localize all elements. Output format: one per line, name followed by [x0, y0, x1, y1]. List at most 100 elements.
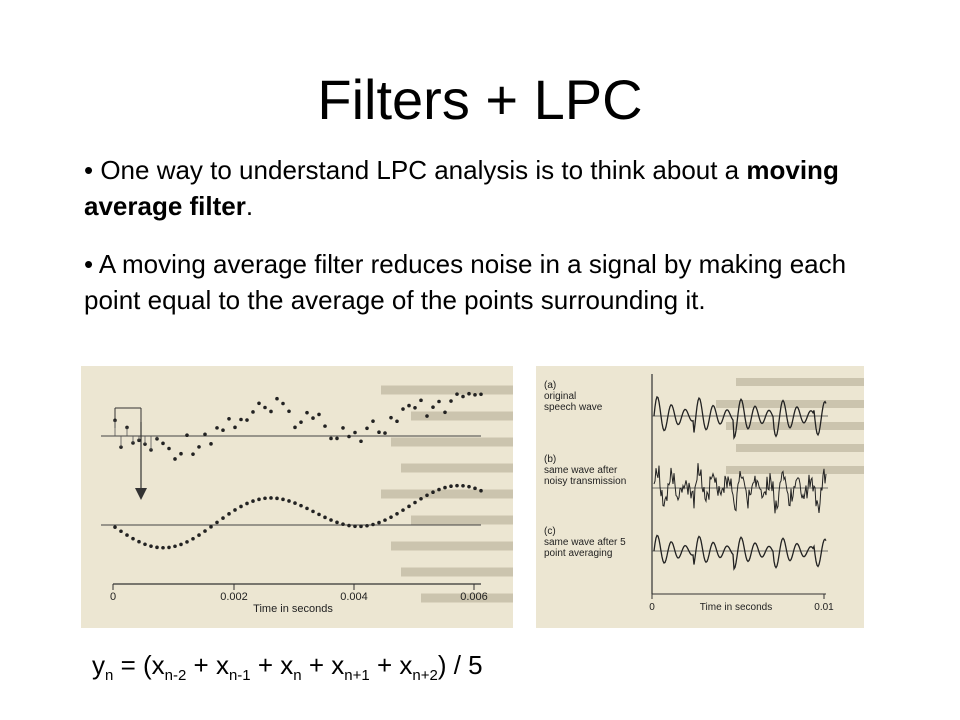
dot-plot: 0 0.002 0.004 0.006 Time in seconds: [101, 385, 513, 615]
noisy-dot: [113, 418, 117, 423]
formula-term: + x: [369, 650, 413, 680]
smoothed-dot: [173, 544, 177, 549]
noisy-dot: [209, 442, 213, 446]
smoothed-dot: [221, 516, 225, 520]
bullet-1-prefix: • One way to understand LPC analysis is …: [84, 155, 747, 185]
noisy-dot: [371, 419, 375, 423]
original-wave: [653, 395, 827, 440]
formula-sub: n+1: [344, 667, 370, 684]
smoothed-dot: [305, 506, 309, 511]
tick-label: 0.01: [814, 602, 834, 613]
smoothed-dot: [365, 523, 369, 528]
noisy-dot: [323, 424, 327, 428]
panel-b-line1: same wave after: [544, 465, 618, 476]
smoothed-dot: [161, 545, 165, 550]
smoothed-dot: [281, 497, 285, 502]
noisy-dot: [239, 417, 243, 422]
noisy-wave: [653, 463, 827, 514]
smoothed-dot: [455, 483, 459, 488]
wave-plot: (a) original speech wave (b) same wave a…: [544, 374, 864, 613]
noisy-dot: [167, 446, 171, 451]
formula-sub: n-2: [164, 667, 187, 684]
formula-y-sub: n: [105, 667, 114, 684]
formula-term: x: [151, 650, 165, 680]
noisy-dot: [479, 392, 483, 397]
smoothed-dot: [317, 512, 321, 517]
noisy-dot: [389, 415, 393, 420]
noisy-dot: [143, 442, 147, 446]
x-axis-label: Time in seconds: [700, 602, 772, 613]
formula-term: + x: [186, 650, 229, 680]
smoothed-dot: [413, 500, 417, 505]
formula-sub: n+2: [412, 667, 438, 684]
smoothed-dot: [203, 529, 207, 533]
bullet-1-bold: moving average filter: [84, 155, 839, 221]
noisy-dot: [437, 399, 441, 404]
noisy-dot: [257, 401, 261, 406]
formula-eq: = (: [113, 650, 152, 680]
smoothed-dot: [293, 501, 297, 505]
smoothed-dot: [419, 496, 423, 501]
formula-y: y: [92, 650, 105, 680]
noisy-dot: [335, 436, 339, 441]
smoothed-dot: [209, 525, 213, 529]
noisy-dot: [419, 398, 423, 403]
down-arrow-head: [135, 488, 147, 500]
smoothed-dot: [335, 520, 339, 525]
smoothed-dot: [323, 515, 327, 520]
noisy-dot: [467, 391, 471, 396]
panel-b-tag: (b): [544, 454, 556, 465]
noisy-dot: [203, 432, 207, 437]
bullet-1-suffix: .: [245, 191, 254, 221]
noisy-dot: [305, 410, 309, 415]
noisy-dot: [413, 406, 417, 410]
noisy-dot: [179, 451, 183, 456]
noisy-dot: [221, 428, 225, 433]
smoothed-dot: [197, 533, 201, 537]
smoothed-dot: [215, 520, 219, 525]
smoothed-dot: [149, 544, 153, 548]
smoothed-dot: [341, 522, 345, 527]
noisy-dot: [185, 433, 189, 437]
smoothed-dot: [359, 524, 363, 529]
noisy-dot: [251, 410, 255, 414]
smoothed-dot: [251, 499, 255, 503]
noisy-dot: [317, 412, 321, 417]
noisy-dot: [161, 441, 165, 446]
smoothed-dot: [227, 512, 231, 516]
speech-wave-figure: (a) original speech wave (b) same wave a…: [536, 366, 864, 628]
noisy-dot: [269, 409, 273, 414]
averaged-wave: [653, 534, 827, 571]
noisy-dot: [263, 405, 267, 410]
noisy-dot: [299, 420, 303, 424]
formula-sub: n: [293, 667, 302, 684]
panel-a-line2: speech wave: [544, 402, 603, 413]
smoothed-dot: [137, 539, 141, 544]
noisy-dot: [347, 434, 351, 439]
panel-b-line2: noisy transmission: [544, 476, 626, 487]
noisy-dot: [455, 392, 459, 396]
noisy-dot: [197, 445, 201, 449]
formula-term: + x: [301, 650, 345, 680]
noisy-dot: [449, 399, 453, 403]
moving-average-dot-figure: 0 0.002 0.004 0.006 Time in seconds: [81, 366, 513, 628]
smoothed-dots: [113, 483, 483, 550]
noisy-dot: [119, 445, 123, 449]
scan-bleed-text: [381, 385, 513, 603]
smoothed-dot: [449, 484, 453, 489]
smoothed-dot: [443, 485, 447, 490]
noisy-dot: [293, 425, 297, 430]
tick-label: 0.002: [220, 591, 248, 603]
smoothed-dot: [461, 483, 465, 488]
slide-title: Filters + LPC: [317, 68, 643, 131]
moving-average-formula: yn = (xn-2 + xn-1 + xn + xn+1 + xn+2) / …: [92, 652, 483, 683]
tick-label: 0.006: [460, 591, 488, 603]
smoothed-dot: [311, 509, 315, 514]
smoothed-dot: [389, 515, 393, 519]
bullet-noise-reduction: • A moving average filter reduces noise …: [84, 249, 847, 315]
noisy-dot: [215, 426, 219, 430]
noisy-dot: [401, 407, 405, 411]
panel-c-tag: (c): [544, 526, 556, 537]
noisy-dots: [113, 391, 483, 461]
smoothed-dot: [467, 484, 471, 489]
